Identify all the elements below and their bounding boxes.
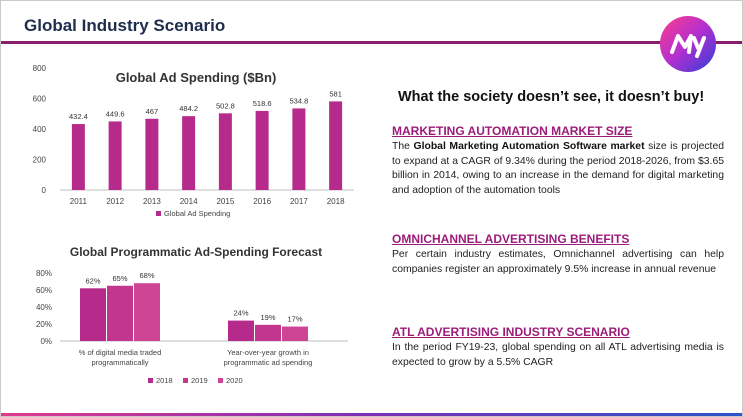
data-label: 432.4: [69, 112, 88, 121]
y-tick-label: 60%: [36, 286, 52, 295]
y-tick-label: 200: [33, 156, 47, 165]
x-tick-label: 2015: [216, 197, 234, 206]
legend-label: 2020: [226, 376, 243, 385]
x-tick-label: 2014: [180, 197, 198, 206]
bar: [145, 118, 159, 190]
x-tick-label: 2017: [290, 197, 308, 206]
x-tick-label: programmatic ad spending: [224, 358, 313, 367]
data-label: 534.8: [289, 96, 308, 105]
data-label: 62%: [85, 276, 100, 285]
data-label: 518.6: [253, 99, 272, 108]
bar: [107, 285, 133, 341]
legend-swatch: [148, 378, 153, 383]
bar: [182, 116, 196, 190]
body-text: size is projected to expand at a CAGR of…: [392, 141, 725, 196]
title-divider: [0, 41, 743, 44]
legend-label: 2019: [191, 376, 208, 385]
section-heading: OMNICHANNEL ADVERTISING BENEFITS: [392, 232, 630, 246]
bar: [228, 320, 254, 341]
brand-logo: [658, 14, 718, 74]
data-label: 17%: [287, 315, 302, 324]
bar: [329, 101, 343, 190]
x-tick-label: 2016: [253, 197, 271, 206]
legend-swatch: [156, 211, 161, 216]
y-tick-label: 20%: [36, 320, 52, 329]
y-tick-label: 40%: [36, 303, 52, 312]
section-body: Per certain industry estimates, Omnichan…: [392, 249, 724, 275]
data-label: 502.8: [216, 101, 235, 110]
section-marketing-automation: MARKETING AUTOMATION MARKET SIZE The Glo…: [392, 124, 724, 198]
tagline: What the society doesn’t see, it doesn’t…: [398, 89, 705, 105]
global-ad-spending-chart: Global Ad Spending ($Bn) 0 200 400 600 800 432…: [18, 58, 368, 223]
chart-title: Global Ad Spending ($Bn): [116, 70, 277, 85]
y-tick-label: 80%: [36, 269, 52, 278]
brand-logo-icon: [660, 16, 716, 72]
section-omnichannel: OMNICHANNEL ADVERTISING BENEFITS Per cer…: [392, 232, 724, 277]
section-heading: ATL ADVERTISING INDUSTRY SCENARIO: [392, 325, 630, 339]
data-label: 484.2: [179, 104, 198, 113]
programmatic-forecast-chart: Global Programmatic Ad-Spending Forecast…: [18, 240, 368, 395]
x-tick-label: programmatically: [91, 358, 148, 367]
legend-label: 2018: [156, 376, 173, 385]
body-bold-text: Global Marketing Automation Software mar…: [413, 141, 645, 152]
chart-title: Global Programmatic Ad-Spending Forecast: [70, 245, 322, 259]
y-tick-label: 0: [42, 186, 47, 195]
x-tick-label: % of digital media traded: [79, 348, 162, 357]
section-body: In the period FY19-23, global spending o…: [392, 342, 724, 368]
section-atl-advertising: ATL ADVERTISING INDUSTRY SCENARIO In the…: [392, 325, 724, 370]
data-label: 581: [329, 89, 342, 98]
global-ad-spending-chart-svg: Global Ad Spending ($Bn) 0 200 400 600 800 432…: [33, 64, 354, 218]
bar: [218, 113, 232, 190]
data-label: 68%: [139, 271, 154, 280]
bar: [255, 110, 269, 190]
y-tick-label: 800: [33, 64, 47, 73]
y-tick-label: 600: [33, 95, 47, 104]
legend-swatch: [218, 378, 223, 383]
legend-swatch: [183, 378, 188, 383]
x-tick-label: 2013: [143, 197, 161, 206]
bar: [134, 283, 160, 341]
x-tick-label: 2011: [70, 197, 88, 206]
bar: [282, 326, 308, 341]
legend-label: Global Ad Spending: [164, 209, 230, 218]
y-tick-label: 0%: [40, 337, 52, 346]
page-title: Global Industry Scenario: [24, 16, 226, 35]
data-label: 467: [146, 107, 159, 116]
bar: [292, 108, 306, 190]
bar: [80, 288, 106, 341]
x-tick-label: 2018: [327, 197, 345, 206]
x-tick-label: Year-over-year growth in: [227, 348, 309, 357]
data-label: 449.6: [106, 109, 125, 118]
bar: [71, 124, 85, 190]
footer-gradient-bar: [0, 413, 743, 417]
x-tick-label: 2012: [106, 197, 124, 206]
section-heading: MARKETING AUTOMATION MARKET SIZE: [392, 124, 633, 138]
data-label: 65%: [112, 274, 127, 283]
bar: [108, 121, 122, 190]
data-label: 19%: [260, 313, 275, 322]
section-body: The Global Marketing Automation Software…: [392, 140, 724, 198]
programmatic-forecast-chart-svg: Global Programmatic Ad-Spending Forecast…: [36, 245, 348, 385]
y-tick-label: 400: [33, 125, 47, 134]
data-label: 24%: [233, 309, 248, 318]
body-text: The: [392, 141, 414, 152]
bar: [255, 324, 281, 341]
